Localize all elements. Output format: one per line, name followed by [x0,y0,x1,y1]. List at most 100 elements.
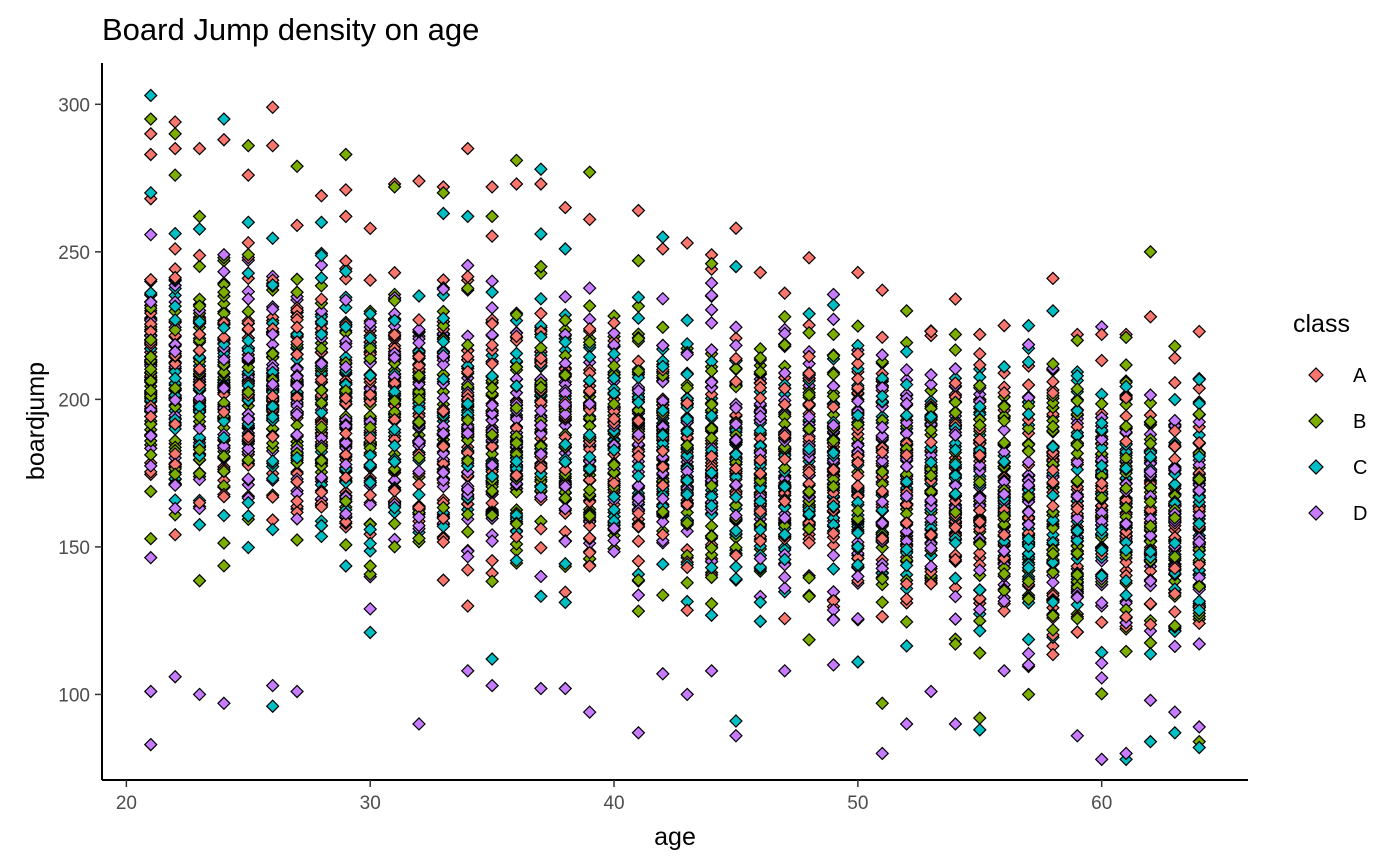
data-point [192,362,207,376]
data-point-b [1070,333,1085,348]
data-point [1192,547,1207,562]
data-point [143,227,158,242]
data-point-d [217,696,231,711]
data-point [412,451,426,465]
data-point-a [777,286,792,300]
data-point-b [509,153,524,168]
data-point [485,398,499,413]
data-point [582,321,597,336]
data-point [1143,436,1158,451]
data-point [1094,615,1109,630]
data-point-b [192,209,207,224]
legend-key-c [1308,459,1324,475]
data-point [168,323,182,337]
data-point [1192,472,1207,487]
data-point [1046,513,1060,527]
data-point [1192,603,1207,618]
data-point [972,602,987,617]
data-point-b [1168,339,1182,354]
data-point [1021,378,1036,392]
data-point [1094,671,1109,685]
data-point [1046,565,1060,580]
data-point-b [875,696,890,711]
data-point [997,528,1012,542]
data-point [582,373,597,388]
data-point [509,529,524,544]
data-point [314,292,329,307]
data-point [534,589,548,604]
data-point [509,517,524,531]
data-point [680,487,695,502]
data-point [241,385,256,400]
data-point [680,313,695,328]
data-point [607,412,621,426]
data-point [1192,483,1207,498]
data-point [143,428,158,443]
data-point-b [1119,330,1133,345]
data-point [802,522,816,536]
data-point [412,368,426,383]
data-point [436,473,451,488]
data-point [972,418,987,432]
data-point [558,407,573,422]
data-point-a [948,292,963,306]
data-point [704,431,719,446]
data-point [729,478,743,492]
data-point [265,231,280,246]
data-point [729,417,743,432]
data-point [704,408,719,423]
data-point [387,328,402,342]
data-point [1119,543,1133,558]
data-point [1070,394,1085,408]
data-point [314,453,329,468]
data-point [1021,355,1036,369]
data-point [753,614,768,629]
data-point [534,447,548,461]
data-point [753,481,768,495]
data-point [192,299,207,313]
data-point [1021,505,1036,520]
data-point [168,501,182,516]
data-point [680,473,695,488]
data-point [460,426,475,441]
data-point [192,573,207,588]
data-point [680,347,695,362]
data-point [460,413,475,428]
data-point [241,429,256,444]
data-point [924,468,938,483]
data-point [265,454,280,468]
data-point [875,348,890,362]
data-point [1119,461,1133,476]
data-point [485,406,499,421]
data-point-b [899,304,914,318]
data-point [704,375,719,390]
data-point [753,365,768,379]
data-point [1192,579,1207,594]
data-point [1143,464,1158,479]
data-point [1192,616,1207,631]
data-point-a [655,242,670,256]
data-point [802,442,816,456]
data-point [582,462,597,476]
data-point-c [143,88,158,103]
data-point [460,549,475,564]
data-point-b [1143,244,1158,259]
data-point [680,438,695,453]
data-point [534,426,548,441]
data-point-a [143,147,158,162]
data-point [948,443,963,457]
data-point [290,379,304,393]
data-point [972,475,987,490]
data-point [948,405,963,420]
data-point [753,560,768,574]
data-point-c [1143,734,1158,749]
data-point [1046,555,1060,570]
data-point [558,289,573,304]
data-point [1046,419,1060,434]
data-point-a [1192,324,1207,339]
data-point [314,500,329,514]
data-point [436,318,451,333]
data-point [192,378,207,392]
data-point-c [363,625,378,640]
data-point-d [729,728,743,743]
